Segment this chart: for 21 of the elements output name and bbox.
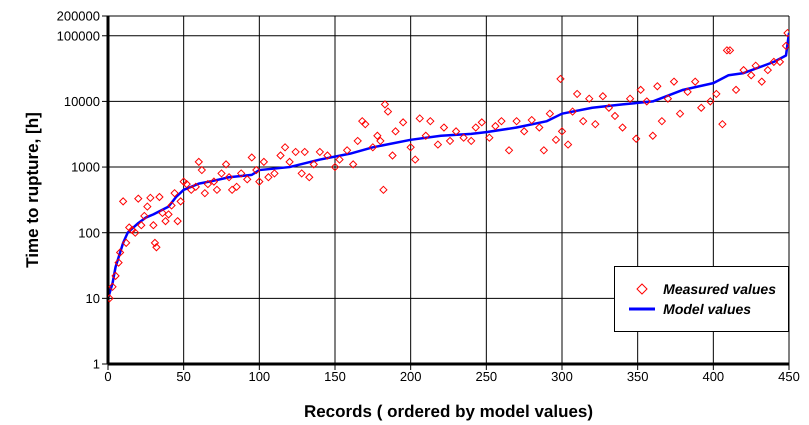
x-tick-label: 350 [626,369,649,384]
y-tick-label: 1 [92,356,100,372]
x-tick-label: 450 [778,369,800,384]
y-tick-label: 10 [86,290,100,306]
x-tick-label: 100 [248,369,270,384]
y-tick-label: 1000 [71,160,100,175]
y-tick-label: 10000 [64,94,100,110]
x-tick-label: 150 [324,369,346,384]
y-tick-label: 100000 [56,28,100,44]
x-tick-label: 50 [176,369,191,384]
x-tick-label: 300 [551,369,573,384]
legend-label: Model values [663,301,752,317]
x-tick-label: 0 [104,369,112,384]
x-tick-label: 200 [400,369,422,384]
x-tick-label: 250 [475,369,498,384]
x-tick-label: 400 [702,369,724,384]
legend-label: Measured values [663,281,776,297]
x-axis-title: Records ( ordered by model values) [304,402,594,421]
y-axis-title: Time to rupture, [h] [23,112,42,268]
y-tick-label: 100 [78,225,100,240]
y-tick-label: 200000 [56,8,100,24]
